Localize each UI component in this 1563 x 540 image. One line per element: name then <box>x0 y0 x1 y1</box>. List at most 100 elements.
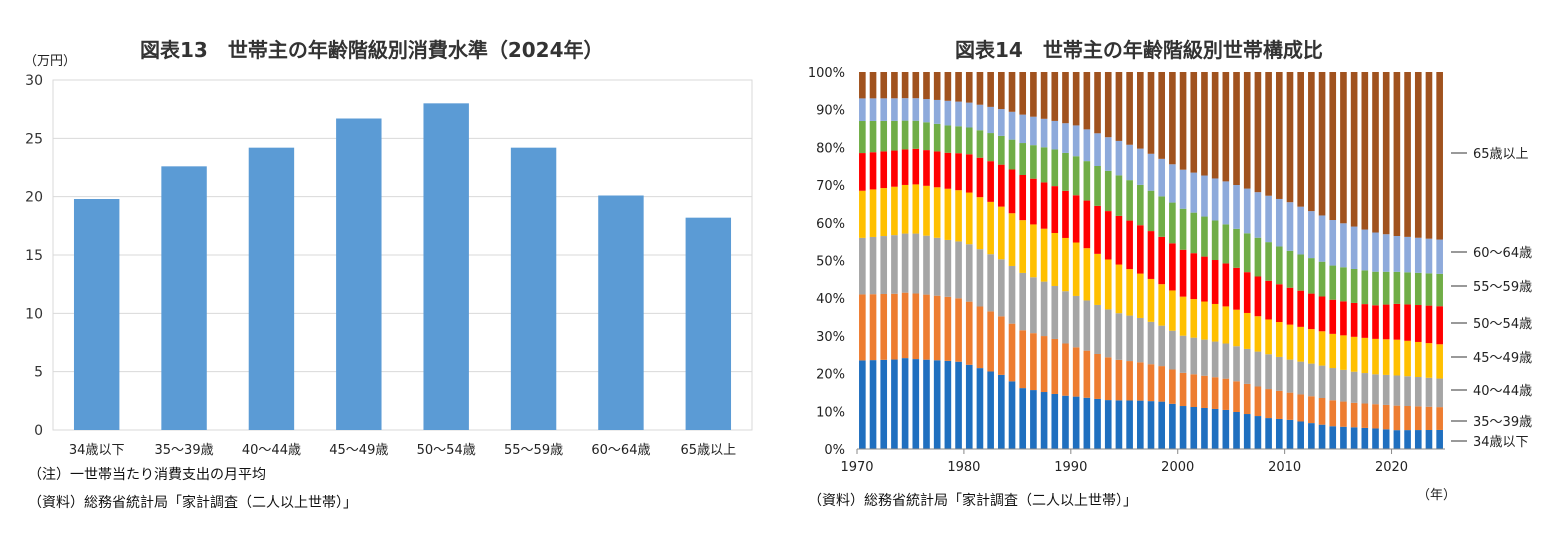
stacked-bar-segment <box>1136 225 1144 274</box>
stacked-bar-segment <box>1318 398 1326 425</box>
stacked-bar-segment <box>1436 273 1443 307</box>
stacked-bar-segment <box>1350 226 1358 269</box>
stacked-bar-segment <box>1201 407 1208 449</box>
stacked-bar-segment <box>1254 276 1262 317</box>
stacked-bar-segment <box>987 72 994 107</box>
stacked-bar-segment <box>1329 220 1337 266</box>
stacked-bar-segment <box>1147 401 1155 449</box>
bar <box>598 195 644 430</box>
stacked-bar-segment <box>1169 330 1176 370</box>
stacked-bar-segment <box>1318 331 1326 366</box>
stacked-bar-segment <box>912 120 920 149</box>
stacked-bar-segment <box>1083 200 1091 249</box>
stacked-bar-segment <box>1340 401 1347 427</box>
stacked-bar-segment <box>869 360 877 449</box>
stacked-bar-segment <box>987 311 994 372</box>
stacked-bar-segment <box>1008 72 1016 112</box>
stacked-bar-segment <box>1329 265 1337 300</box>
stacked-bar-segment <box>1222 263 1230 307</box>
stacked-bar-segment <box>1275 72 1283 199</box>
stacked-bar-segment <box>944 296 952 361</box>
stacked-bar-segment <box>1372 338 1379 375</box>
stacked-bar-segment <box>1318 424 1326 449</box>
y-tick-label: 0% <box>824 443 845 458</box>
stacked-bar-segment <box>1414 341 1422 378</box>
stacked-bar-segment <box>1051 120 1059 150</box>
stacked-bar-segment <box>1308 211 1315 259</box>
stacked-bar-segment <box>1030 145 1037 179</box>
bar <box>510 147 557 430</box>
stacked-bar-segment <box>1040 392 1048 449</box>
stacked-bar-segment <box>1051 393 1059 449</box>
consumption-chart-panel: 図表13 世帯主の年齢階級別消費水準（2024年） （万円） 0 5 10 15 20 2… <box>0 0 770 540</box>
stacked-bar-segment <box>1104 309 1112 358</box>
stacked-bar-segment <box>1051 285 1059 339</box>
stacked-bar-segment <box>1372 232 1379 272</box>
stacked-bar-segment <box>1318 72 1326 216</box>
stacked-bar-segment <box>1414 406 1422 431</box>
stacked-bar-segment <box>1265 72 1272 196</box>
stacked-bar-segment <box>944 72 952 101</box>
stacked-bar-segment <box>1393 235 1401 272</box>
stacked-bar-segment <box>1147 231 1155 279</box>
stacked-bar-segment <box>1404 236 1411 273</box>
stacked-bar-segment <box>1126 315 1133 362</box>
stacked-bar-segment <box>1243 348 1251 384</box>
stacked-bar-segment <box>987 371 994 449</box>
stacked-bar-segment <box>1382 304 1390 340</box>
legend-label: 45～49歳 <box>1473 351 1532 366</box>
stacked-bar-segment <box>1040 228 1048 282</box>
right-chart-title: 図表14 世帯主の年齢階級別世帯構成比 <box>955 38 1323 62</box>
consumption-bar-chart: 0 5 10 15 20 25 30 34歳以下 35～39歳 40～44歳 45～49歳 50～54… <box>25 73 753 458</box>
stacked-bar-segment <box>869 189 877 237</box>
stacked-bar-segment <box>1329 299 1337 334</box>
stacked-bar-segment <box>1436 407 1443 430</box>
stacked-bar-segment <box>1350 402 1358 428</box>
legend-label: 40～44歳 <box>1473 384 1532 399</box>
stacked-bar-segment <box>1136 362 1144 401</box>
stacked-bar-segment <box>1393 375 1401 406</box>
stacked-bar-segment <box>1414 272 1422 306</box>
stacked-bar-segment <box>1126 400 1133 449</box>
stacked-bar-segment <box>1104 170 1112 212</box>
stacked-bar-segment <box>1393 430 1401 449</box>
stacked-bar-segment <box>998 164 1005 207</box>
stacked-bar-segment <box>1190 212 1198 254</box>
stacked-bar-segment <box>1115 359 1123 401</box>
stacked-bar-segment <box>1254 386 1262 417</box>
stacked-bar-segment <box>1083 248 1091 301</box>
stacked-bar-segment <box>859 294 866 361</box>
stacked-bar-segment <box>1158 158 1166 197</box>
x-tick-label: 1990 <box>1054 460 1087 475</box>
stacked-bar-segment <box>1425 343 1433 378</box>
stacked-bar-segment <box>1115 264 1123 314</box>
stacked-bar-segment <box>1062 72 1069 124</box>
stacked-bar-segment <box>1169 202 1176 244</box>
stacked-bar-segment <box>1404 406 1411 431</box>
stacked-bar-segment <box>1308 258 1315 294</box>
stacked-bar-segment <box>1072 347 1080 397</box>
stacked-bar-segment <box>1211 408 1219 449</box>
stacked-bar-segment <box>1372 404 1379 429</box>
stacked-bar-segment <box>1414 72 1422 238</box>
stacked-bar-segment <box>955 361 962 449</box>
stacked-bar-segment <box>1297 421 1304 449</box>
stacked-bar-segment <box>1169 243 1176 291</box>
stacked-bar-segment <box>1072 242 1080 296</box>
stacked-bar-segment <box>965 192 973 245</box>
stacked-bar-segment <box>987 161 994 202</box>
stacked-bar-segment <box>1436 72 1443 240</box>
stacked-bar-segment <box>1040 72 1048 119</box>
stacked-bar-segment <box>1425 72 1433 239</box>
stacked-bar-segment <box>901 358 909 449</box>
y-tick-label: 50% <box>816 255 845 270</box>
stacked-bar-segment <box>891 150 898 187</box>
stacked-bar-segment <box>1190 299 1198 338</box>
stacked-bar-segment <box>1372 428 1379 449</box>
stacked-bar-segment <box>869 236 877 295</box>
stacked-bar-segment <box>1243 383 1251 415</box>
stacked-bar-segment <box>987 201 994 255</box>
stacked-bar-segment <box>1190 72 1198 173</box>
stacked-bar-segment <box>1083 300 1091 351</box>
y-tick-label: 5 <box>34 365 43 381</box>
